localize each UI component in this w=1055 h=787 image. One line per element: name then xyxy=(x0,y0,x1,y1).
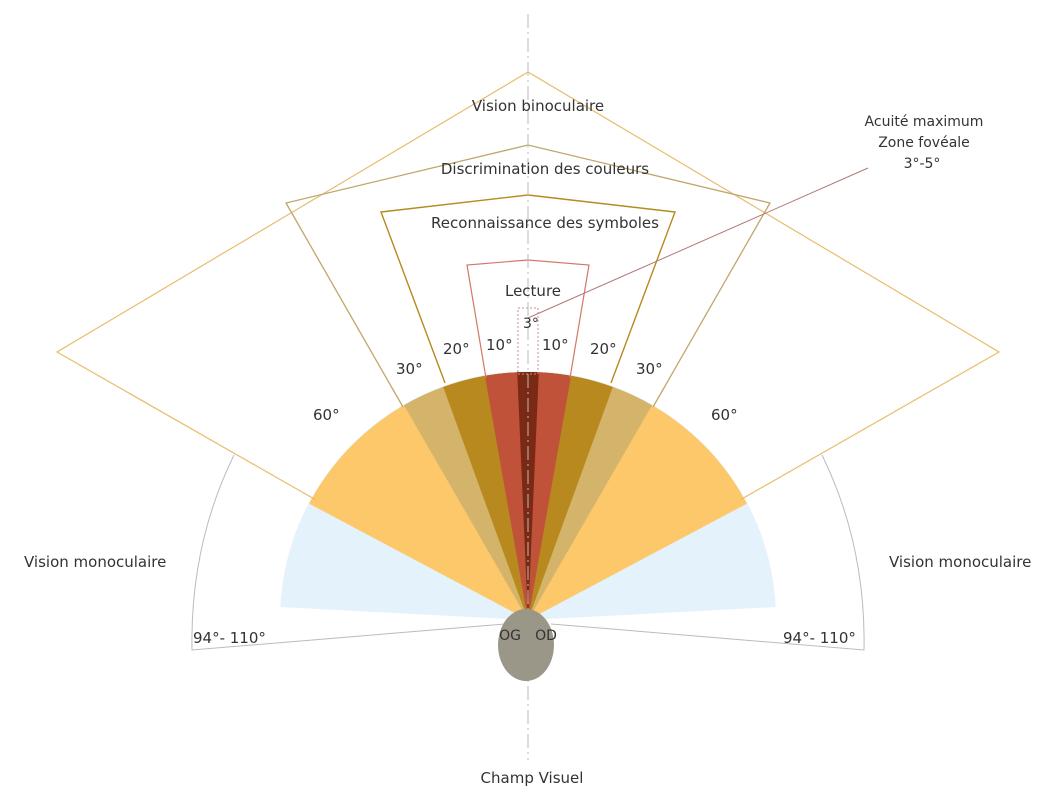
monocular-outline-left xyxy=(191,454,506,651)
eye-ellipse xyxy=(498,609,554,681)
symbols-label: Reconnaissance des symboles xyxy=(431,214,659,232)
angle-20-left: 20° xyxy=(443,340,470,358)
left-eye-label: OG xyxy=(499,628,521,644)
color-label: Discrimination des couleurs xyxy=(441,160,649,178)
acuity-line-2: Zone fovéale xyxy=(878,135,970,151)
angle-30-right: 30° xyxy=(636,360,663,378)
monocular-outline-right xyxy=(550,454,865,651)
monocular-label-left: Vision monoculaire xyxy=(24,553,166,571)
angle-10-right: 10° xyxy=(542,336,569,354)
diagram-caption: Champ Visuel xyxy=(481,769,584,787)
angle-60-right: 60° xyxy=(711,406,738,424)
acuity-leader-line xyxy=(527,167,869,319)
monocular-label-right: Vision monoculaire xyxy=(889,553,1031,571)
acuity-line-1: Acuité maximum xyxy=(865,114,984,130)
angle-3-label: 3° xyxy=(523,316,539,332)
binocular-label: Vision binoculaire xyxy=(472,97,604,115)
angle-60-left: 60° xyxy=(313,406,340,424)
right-eye-label: OD xyxy=(535,628,557,644)
monocular-angle-left: 94°- 110° xyxy=(193,629,266,647)
reading-label: Lecture xyxy=(505,282,561,300)
angle-30-left: 30° xyxy=(396,360,423,378)
angle-10-left: 10° xyxy=(486,336,513,354)
monocular-angle-right: 94°- 110° xyxy=(783,629,856,647)
angle-20-right: 20° xyxy=(590,340,617,358)
acuity-line-3: 3°-5° xyxy=(904,156,941,172)
